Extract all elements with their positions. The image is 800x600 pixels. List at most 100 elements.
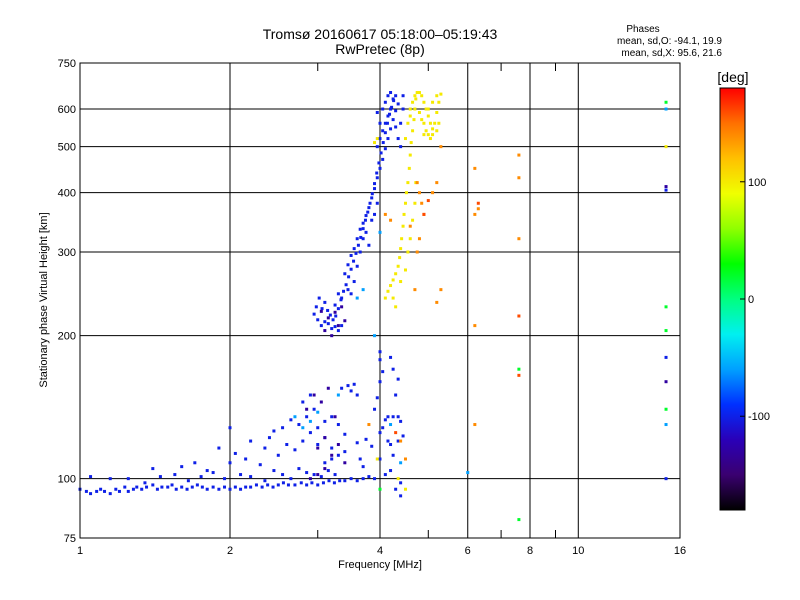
data-point — [355, 237, 359, 241]
data-point — [664, 185, 668, 189]
data-point — [361, 237, 365, 241]
data-point — [323, 329, 327, 333]
data-point — [391, 367, 395, 371]
data-point — [272, 429, 276, 433]
data-point — [293, 448, 297, 452]
data-point — [103, 489, 107, 493]
data-point — [411, 218, 415, 222]
data-point — [312, 473, 316, 477]
data-point — [143, 481, 147, 485]
data-point — [89, 492, 93, 496]
data-point — [228, 461, 232, 465]
data-point — [389, 423, 393, 427]
data-point — [389, 443, 393, 447]
data-point — [140, 487, 144, 491]
data-point — [370, 192, 374, 196]
data-point — [399, 419, 403, 423]
data-point — [316, 443, 320, 447]
data-point — [180, 465, 184, 469]
phase-info-heading: Phases — [626, 24, 659, 35]
data-point — [396, 377, 400, 381]
data-point — [394, 487, 398, 491]
data-point — [378, 350, 382, 354]
data-point — [239, 487, 243, 491]
data-point — [394, 305, 398, 309]
data-point — [328, 313, 332, 317]
data-point — [431, 133, 435, 137]
data-point — [399, 121, 403, 125]
data-point — [403, 201, 407, 205]
data-point — [223, 485, 227, 489]
data-point — [381, 129, 385, 133]
data-point — [211, 471, 215, 475]
data-point — [358, 250, 362, 254]
data-point — [381, 157, 385, 161]
data-point — [473, 324, 477, 328]
data-point — [316, 483, 320, 487]
data-point — [408, 153, 412, 157]
data-point — [373, 182, 377, 186]
data-point — [316, 318, 320, 322]
data-point — [403, 487, 407, 491]
data-point — [340, 296, 344, 300]
data-point — [343, 479, 347, 483]
data-point — [396, 477, 400, 481]
data-point — [117, 489, 121, 493]
data-point — [333, 473, 337, 477]
data-point — [373, 334, 377, 338]
data-point — [386, 94, 390, 98]
data-point — [415, 250, 419, 254]
data-point — [190, 485, 194, 489]
data-point — [391, 296, 395, 300]
data-point — [391, 97, 395, 101]
data-point — [312, 312, 316, 316]
data-point — [228, 426, 232, 430]
data-point — [336, 423, 340, 427]
data-point — [394, 94, 398, 98]
data-point — [336, 307, 340, 311]
data-point — [401, 434, 405, 438]
y-tick-label: 200 — [58, 331, 76, 343]
data-point — [373, 141, 377, 145]
data-point — [326, 322, 330, 326]
data-point — [389, 107, 393, 111]
data-point — [330, 327, 334, 331]
data-point — [355, 441, 359, 445]
data-point — [367, 206, 371, 210]
data-point — [319, 475, 323, 479]
data-point — [266, 483, 270, 487]
data-point — [426, 133, 430, 137]
data-point — [403, 457, 407, 461]
data-point — [333, 415, 337, 419]
y-tick-label: 100 — [58, 474, 76, 486]
data-point — [381, 426, 385, 430]
data-point — [160, 485, 164, 489]
data-point — [316, 473, 320, 477]
data-point — [378, 380, 382, 384]
data-point — [330, 446, 334, 450]
x-tick-label: 1 — [77, 545, 83, 557]
data-point — [473, 212, 477, 216]
data-point — [401, 94, 405, 98]
data-point — [404, 191, 408, 195]
data-point — [285, 443, 289, 447]
data-point — [276, 453, 280, 457]
data-point — [378, 137, 382, 141]
data-point — [389, 127, 393, 131]
data-point — [391, 453, 395, 457]
data-point — [352, 259, 356, 263]
data-point — [390, 105, 394, 109]
data-point — [293, 415, 297, 419]
data-point — [375, 176, 379, 180]
data-point — [249, 439, 253, 443]
data-points — [78, 91, 668, 522]
data-point — [378, 358, 382, 362]
data-point — [281, 473, 285, 477]
data-point — [361, 288, 365, 292]
data-point — [664, 107, 668, 111]
data-point — [411, 129, 415, 133]
data-point — [396, 137, 400, 141]
data-point — [316, 426, 320, 430]
data-point — [319, 324, 323, 328]
phase-info-x: mean, sd,X: 95.6, 21.6 — [621, 48, 722, 59]
